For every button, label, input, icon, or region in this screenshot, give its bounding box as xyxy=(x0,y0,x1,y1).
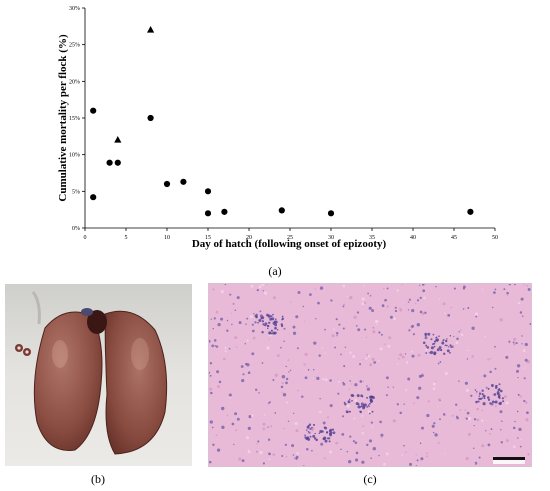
data-point-circle xyxy=(467,208,474,215)
data-point-circle xyxy=(90,107,97,114)
y-tick-label: 0% xyxy=(72,226,80,232)
liver-photo xyxy=(5,284,192,466)
y-axis-label: Cumulative mortality per flock (%) xyxy=(57,34,69,202)
y-tick-label: 5% xyxy=(72,189,80,195)
y-tick-label: 15% xyxy=(69,116,80,122)
x-tick-label: 30 xyxy=(328,235,334,241)
x-tick-label: 45 xyxy=(451,235,457,241)
data-points xyxy=(90,26,474,217)
x-ticks: 0 5 10 15 20 25 30 35 40 45 50 xyxy=(84,228,498,241)
x-tick-label: 35 xyxy=(369,235,375,241)
liver-illustration xyxy=(5,284,192,466)
caption-a: (a) xyxy=(268,264,282,278)
data-point-triangle xyxy=(147,26,155,33)
y-ticks: 0% 5% 10% 15% 20% 25% 30% xyxy=(69,6,85,232)
histology-illustration xyxy=(209,284,531,466)
x-tick-label: 40 xyxy=(410,235,416,241)
data-point-circle xyxy=(327,210,335,217)
y-tick-label: 25% xyxy=(69,43,80,49)
data-point-circle xyxy=(163,180,171,188)
y-tick-label: 30% xyxy=(69,6,80,12)
x-tick-label: 10 xyxy=(164,235,170,241)
y-tick-label: 10% xyxy=(69,153,80,159)
caption-b: (b) xyxy=(91,472,105,486)
x-tick-label: 15 xyxy=(205,235,211,241)
data-point-circle xyxy=(180,178,187,185)
x-axis-label: Day of hatch (following onset of epizoot… xyxy=(192,238,387,250)
data-point-triangle xyxy=(114,136,122,143)
chart-axes xyxy=(84,8,495,229)
x-tick-label: 50 xyxy=(492,235,498,241)
scatter-chart: 0 5 10 15 20 25 30 35 40 45 50 0% 5% 10% 15% 20% 25% 30%… xyxy=(57,6,498,250)
histology-photo xyxy=(208,283,532,467)
data-point-circle xyxy=(106,159,113,166)
y-tick-label: 20% xyxy=(69,79,80,85)
data-point-circle xyxy=(278,207,285,214)
caption-c: (c) xyxy=(363,472,377,486)
data-point-circle xyxy=(204,188,212,195)
data-point-circle xyxy=(204,210,212,217)
x-tick-label: 25 xyxy=(287,235,293,241)
x-tick-label: 20 xyxy=(246,235,252,241)
x-tick-label: 5 xyxy=(125,235,128,241)
data-point-circle xyxy=(221,208,228,215)
data-point-circle xyxy=(114,159,121,166)
data-point-circle xyxy=(90,194,97,201)
data-point-circle xyxy=(147,114,154,122)
x-tick-label: 0 xyxy=(84,235,87,241)
